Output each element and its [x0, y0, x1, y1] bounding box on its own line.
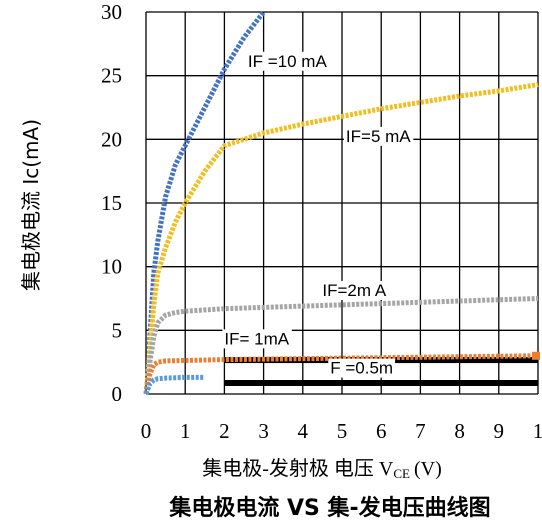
y-tick-label: 0 [112, 382, 123, 406]
series-label-background [328, 358, 396, 378]
y-axis-label: 集电极电流 Ic(mA) [19, 119, 43, 291]
series-line-if-5-ma [143, 82, 539, 395]
y-tick-label: 10 [101, 255, 122, 279]
series-label-background [320, 280, 389, 300]
x-tick-label: 4 [298, 419, 309, 443]
chart-title: 集电极电流 VS 集-发电压曲线图 [168, 495, 490, 521]
x-tick-label: 8 [454, 419, 465, 443]
overlay-bar-lower [224, 379, 538, 386]
series-label-background [245, 51, 330, 71]
series-label-background [222, 329, 292, 349]
x-tick-label: 1 [533, 419, 542, 443]
x-tick-label: 9 [494, 419, 505, 443]
series-labels: IF =10 mA IF=5 mA IF=2m A IF= 1mA F =0.5m [222, 51, 414, 378]
series-label: F =0.5m [330, 359, 393, 378]
y-tick-labels: 0 5 10 15 20 25 30 [101, 0, 122, 406]
x-tick-label: 3 [258, 419, 269, 443]
series-label: IF=5 mA [346, 127, 411, 146]
x-tick-label: 0 [141, 419, 152, 443]
x-axis-label: 集电极-发射极 电压 VCE (V) [202, 457, 442, 481]
x-tick-label: 2 [219, 419, 230, 443]
x-tick-label: 7 [415, 419, 426, 443]
series-end-marker [532, 351, 540, 360]
series-label: IF =10 mA [248, 52, 328, 71]
y-tick-label: 20 [101, 127, 122, 151]
series-line-if-1ma [143, 353, 539, 395]
x-axis-label-subscript: CE [393, 466, 410, 481]
series-label: IF=2m A [322, 281, 386, 300]
grid [145, 11, 539, 395]
x-tick-label: 1 [180, 419, 191, 443]
y-tick-label: 5 [112, 318, 123, 342]
series-lines [143, 10, 540, 395]
x-axis-label-unit: (V) [414, 458, 442, 480]
series-label: IF= 1mA [224, 329, 289, 348]
x-tick-label: 5 [337, 419, 348, 443]
series-line-if-2m-a [143, 296, 539, 395]
x-axis-label-main: 集电极-发射极 电压 V [202, 457, 394, 480]
x-tick-label: 6 [376, 419, 387, 443]
y-tick-label: 25 [101, 64, 122, 88]
y-tick-label: 30 [101, 0, 122, 24]
series-label-background [343, 126, 414, 146]
x-tick-labels: 0 1 2 3 4 5 6 7 8 9 1 [141, 419, 542, 443]
series-line-f-0-5m [143, 374, 205, 395]
y-tick-label: 15 [101, 191, 122, 215]
